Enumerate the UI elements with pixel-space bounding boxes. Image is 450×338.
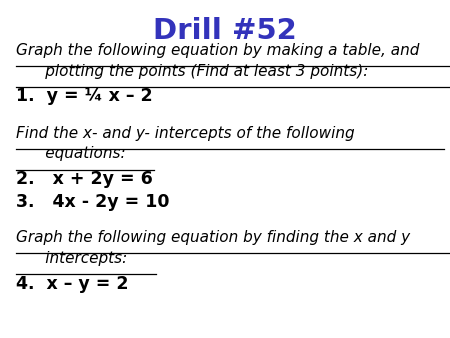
Text: equations:: equations: (15, 146, 125, 162)
Text: Drill #52: Drill #52 (153, 17, 297, 45)
Text: plotting the points (Find at least 3 points):: plotting the points (Find at least 3 poi… (15, 64, 368, 79)
Text: 1.  y = ¼ x – 2: 1. y = ¼ x – 2 (15, 87, 152, 105)
Text: Graph the following equation by making a table, and: Graph the following equation by making a… (15, 43, 419, 58)
Text: 4.  x – y = 2: 4. x – y = 2 (15, 275, 128, 293)
Text: Find the x- and y- intercepts of the following: Find the x- and y- intercepts of the fol… (15, 126, 354, 141)
Text: intercepts:: intercepts: (15, 251, 127, 266)
Text: 3.   4x - 2y = 10: 3. 4x - 2y = 10 (15, 193, 169, 211)
Text: 2.   x + 2y = 6: 2. x + 2y = 6 (15, 170, 152, 188)
Text: Graph the following equation by finding the x and y: Graph the following equation by finding … (15, 230, 410, 245)
